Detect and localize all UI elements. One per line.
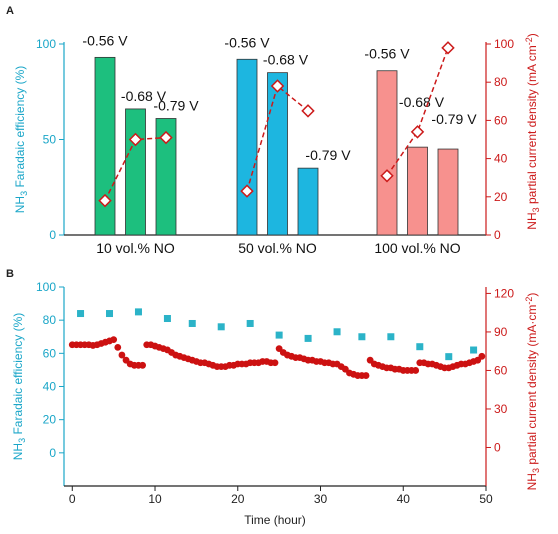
fe-point (416, 343, 424, 351)
fe-point (134, 308, 142, 316)
current-density-point (271, 359, 279, 367)
bar (155, 118, 177, 236)
left-tick-label: 100 (36, 37, 56, 51)
current-density-marker (410, 125, 425, 139)
bar-potential-label: -0.56 V (364, 46, 410, 62)
x-tick-label: 50 (479, 492, 493, 506)
bar (125, 108, 146, 236)
fe-point (275, 331, 283, 339)
x-tick-label: 20 (231, 492, 245, 506)
current-density-point (114, 343, 122, 351)
current-density-marker (98, 193, 112, 208)
current-density-marker (240, 184, 254, 198)
current-density-point (139, 361, 147, 369)
fe-point (333, 328, 341, 336)
current-density-line (246, 84, 309, 192)
right-tick-label: 80 (494, 75, 508, 89)
bar (376, 70, 398, 236)
bar-potential-label: -0.79 V (305, 147, 351, 163)
fe-point (246, 319, 254, 327)
category-label: 10 vol.% NO (96, 240, 175, 256)
right-axis-title: NH3 partial current density (mA cm-2) (524, 33, 541, 229)
left-tick-label: 50 (43, 133, 57, 147)
x-axis-title: Time (hour) (244, 513, 306, 527)
current-density-marker (128, 132, 143, 147)
right-tick-label: 20 (494, 190, 508, 204)
bar-potential-label: -0.68 V (263, 52, 309, 68)
panel-b: 0 20 40 60 80 100 0 30 60 90 120 0 10 20 30 40 50 Time (h… (11, 280, 541, 527)
fe-point (304, 334, 312, 342)
bar-potential-label: -0.79 V (153, 97, 199, 113)
left-tick-label: 0 (49, 446, 56, 460)
fe-point (358, 333, 366, 341)
bar (297, 167, 319, 236)
category-label: 100 vol.% NO (374, 240, 460, 256)
current-density-marker (380, 169, 394, 183)
fe-point (217, 323, 225, 331)
right-tick-label: 40 (494, 152, 508, 166)
bar-potential-label: -0.68 V (121, 88, 167, 104)
bar (267, 72, 288, 236)
x-tick-label: 40 (397, 492, 411, 506)
left-tick-label: 0 (49, 228, 56, 242)
panel-letter-b: B (6, 268, 14, 280)
current-density-point (118, 351, 126, 359)
current-density-marker (159, 130, 173, 145)
fe-point (188, 319, 196, 327)
right-tick-label: 60 (494, 113, 508, 127)
left-axis-title: NH3 Faradaic efficiency (%) (11, 313, 27, 461)
bar-potential-label: -0.56 V (82, 32, 128, 48)
right-tick-label: 90 (494, 325, 508, 339)
right-tick-label: 60 (494, 363, 508, 377)
bar (94, 56, 116, 236)
right-axis-title: NH3 partial current density (mA·cm-2) (524, 293, 541, 491)
x-tick-label: 30 (314, 492, 328, 506)
x-tick-label: 0 (69, 492, 76, 506)
fe-point (445, 353, 453, 361)
fe-point (470, 346, 478, 354)
right-tick-label: 100 (494, 37, 514, 51)
current-density-point (110, 336, 118, 344)
bar (437, 148, 459, 236)
x-tick-label: 10 (148, 492, 162, 506)
right-tick-label: 0 (494, 228, 501, 242)
left-tick-label: 60 (43, 346, 57, 360)
fe-point (106, 310, 114, 318)
current-density-marker (270, 79, 285, 93)
current-density-point (478, 352, 486, 360)
current-density-marker (441, 41, 455, 55)
fe-point (163, 315, 171, 323)
panel-letter-a: A (6, 5, 14, 17)
right-tick-label: 120 (494, 286, 514, 300)
left-tick-label: 80 (43, 313, 57, 327)
category-label: 50 vol.% NO (238, 240, 317, 256)
current-density-point (412, 367, 420, 374)
left-tick-label: 20 (43, 413, 57, 427)
left-tick-label: 40 (43, 380, 57, 394)
right-tick-label: 0 (494, 440, 501, 454)
right-tick-label: 30 (494, 402, 508, 416)
bar (407, 146, 428, 236)
left-tick-label: 100 (36, 280, 56, 294)
current-density-line (386, 47, 449, 177)
bar-potential-label: -0.79 V (431, 111, 477, 127)
panel-a: 0 50 100 0 20 40 60 80 100 NH3 Faradaic efficienc… (13, 32, 541, 256)
bar-potential-label: -0.56 V (224, 34, 270, 50)
fe-point (77, 310, 85, 318)
bar (236, 58, 258, 236)
current-density-point (362, 372, 370, 379)
left-axis-title: NH3 Faradaic efficiency (%) (13, 66, 29, 214)
fe-point (387, 333, 395, 341)
bar-potential-label: -0.68 V (399, 94, 445, 110)
current-density-marker (301, 104, 315, 118)
